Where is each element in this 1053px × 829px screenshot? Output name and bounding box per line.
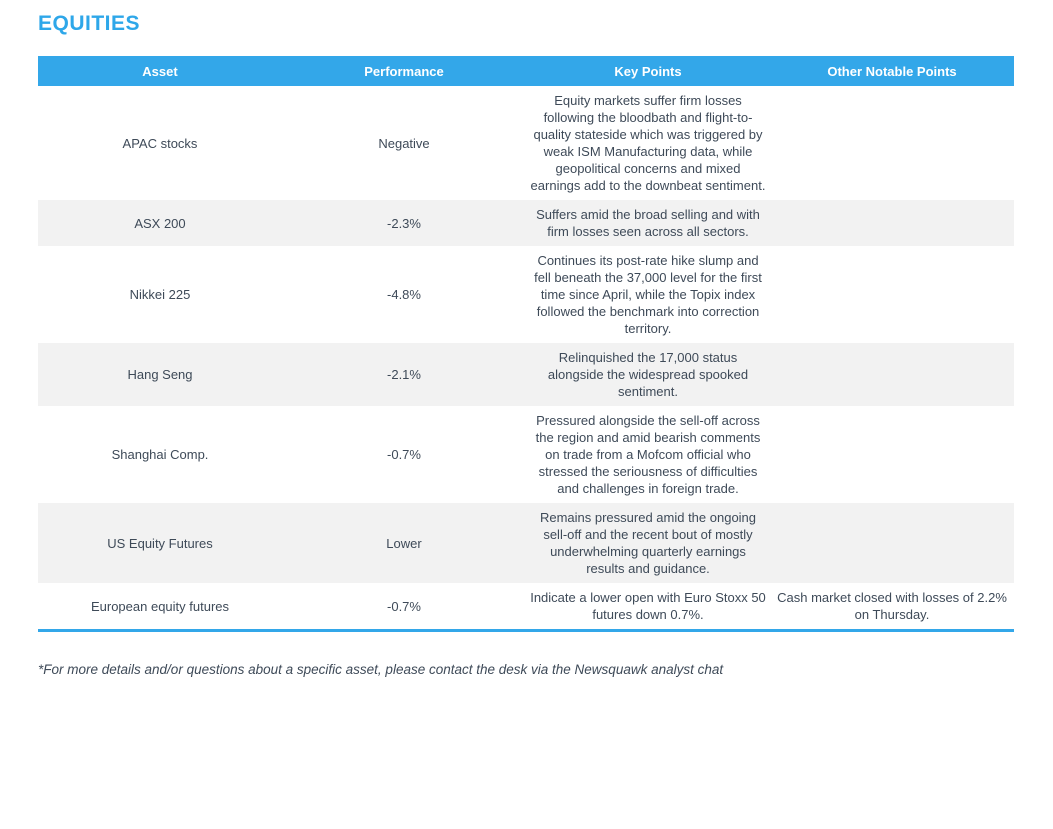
table-row-european-equity-futures: European equity futures -0.7% Indicate a…: [38, 583, 1014, 631]
table-row-nikkei-225: Nikkei 225 -4.8% Continues its post-rate…: [38, 246, 1014, 343]
performance-value: -0.7%: [387, 598, 421, 614]
column-header-asset: Asset: [38, 56, 282, 86]
performance-cell: -0.7%: [282, 583, 526, 631]
key-points-cell: Equity markets suffer firm losses follow…: [526, 86, 770, 200]
asset-label: US Equity Futures: [107, 535, 213, 551]
other-notable-points-cell: [770, 86, 1014, 200]
asset-cell: Nikkei 225: [38, 246, 282, 343]
performance-cell: Negative: [282, 86, 526, 200]
performance-value: -2.3%: [387, 215, 421, 231]
table-row-apac-stocks: APAC stocks Negative Equity markets suff…: [38, 86, 1014, 200]
asset-cell: Hang Seng: [38, 343, 282, 406]
key-points-cell: Indicate a lower open with Euro Stoxx 50…: [526, 583, 770, 631]
table-body: APAC stocks Negative Equity markets suff…: [38, 86, 1014, 631]
performance-value: -4.8%: [387, 287, 421, 302]
other-notable-points-cell: [770, 503, 1014, 583]
other-notable-points-text: Cash market closed with losses of 2.2% o…: [777, 590, 1007, 622]
table-row-hang-seng: Hang Seng -2.1% Relinquished the 17,000 …: [38, 343, 1014, 406]
key-points-text: Continues its post-rate hike slump and f…: [534, 253, 762, 336]
performance-value: Negative: [378, 135, 430, 151]
key-points-cell: Relinquished the 17,000 status alongside…: [526, 343, 770, 406]
table-row-shanghai-comp: Shanghai Comp. -0.7% Pressured alongside…: [38, 406, 1014, 503]
column-header-performance: Performance: [282, 56, 526, 86]
asset-label: Hang Seng: [127, 367, 193, 382]
column-header-key-points: Key Points: [526, 56, 770, 86]
header-row: Asset Performance Key Points Other Notab…: [38, 56, 1014, 86]
performance-value: -2.1%: [387, 367, 421, 382]
table-header: Asset Performance Key Points Other Notab…: [38, 56, 1014, 86]
table-row-us-equity-futures: US Equity Futures Lower Remains pressure…: [38, 503, 1014, 583]
asset-cell: APAC stocks: [38, 86, 282, 200]
key-points-cell: Suffers amid the broad selling and with …: [526, 200, 770, 246]
asset-cell: US Equity Futures: [38, 503, 282, 583]
asset-cell: European equity futures: [38, 583, 282, 631]
performance-value: Lower: [386, 535, 422, 551]
footnote: *For more details and/or questions about…: [38, 662, 724, 677]
equities-table: Asset Performance Key Points Other Notab…: [38, 56, 1014, 632]
performance-cell: -0.7%: [282, 406, 526, 503]
key-points-text: Indicate a lower open with Euro Stoxx 50…: [530, 590, 766, 622]
asset-cell: ASX 200: [38, 200, 282, 246]
other-notable-points-cell: [770, 406, 1014, 503]
column-header-other-notable-points: Other Notable Points: [770, 56, 1014, 86]
asset-label: ASX 200: [134, 215, 186, 231]
other-notable-points-cell: [770, 343, 1014, 406]
key-points-cell: Remains pressured amid the ongoing sell-…: [526, 503, 770, 583]
other-notable-points-cell: [770, 200, 1014, 246]
performance-cell: -2.3%: [282, 200, 526, 246]
section-title: EQUITIES: [38, 12, 141, 35]
table-row-asx-200: ASX 200 -2.3% Suffers amid the broad sel…: [38, 200, 1014, 246]
asset-label: Shanghai Comp.: [111, 447, 209, 462]
performance-value: -0.7%: [387, 447, 421, 462]
performance-cell: -4.8%: [282, 246, 526, 343]
key-points-cell: Pressured alongside the sell-off across …: [526, 406, 770, 503]
key-points-text: Equity markets suffer firm losses follow…: [530, 93, 766, 193]
asset-cell: Shanghai Comp.: [38, 406, 282, 503]
asset-label: Nikkei 225: [129, 287, 191, 302]
asset-label: European equity futures: [90, 598, 230, 614]
key-points-text: Remains pressured amid the ongoing sell-…: [539, 510, 757, 576]
performance-cell: -2.1%: [282, 343, 526, 406]
other-notable-points-cell: Cash market closed with losses of 2.2% o…: [770, 583, 1014, 631]
asset-label: APAC stocks: [122, 135, 198, 151]
key-points-text: Relinquished the 17,000 status alongside…: [547, 350, 749, 399]
key-points-cell: Continues its post-rate hike slump and f…: [526, 246, 770, 343]
performance-cell: Lower: [282, 503, 526, 583]
key-points-text: Suffers amid the broad selling and with …: [536, 207, 760, 239]
other-notable-points-cell: [770, 246, 1014, 343]
key-points-text: Pressured alongside the sell-off across …: [535, 413, 761, 496]
